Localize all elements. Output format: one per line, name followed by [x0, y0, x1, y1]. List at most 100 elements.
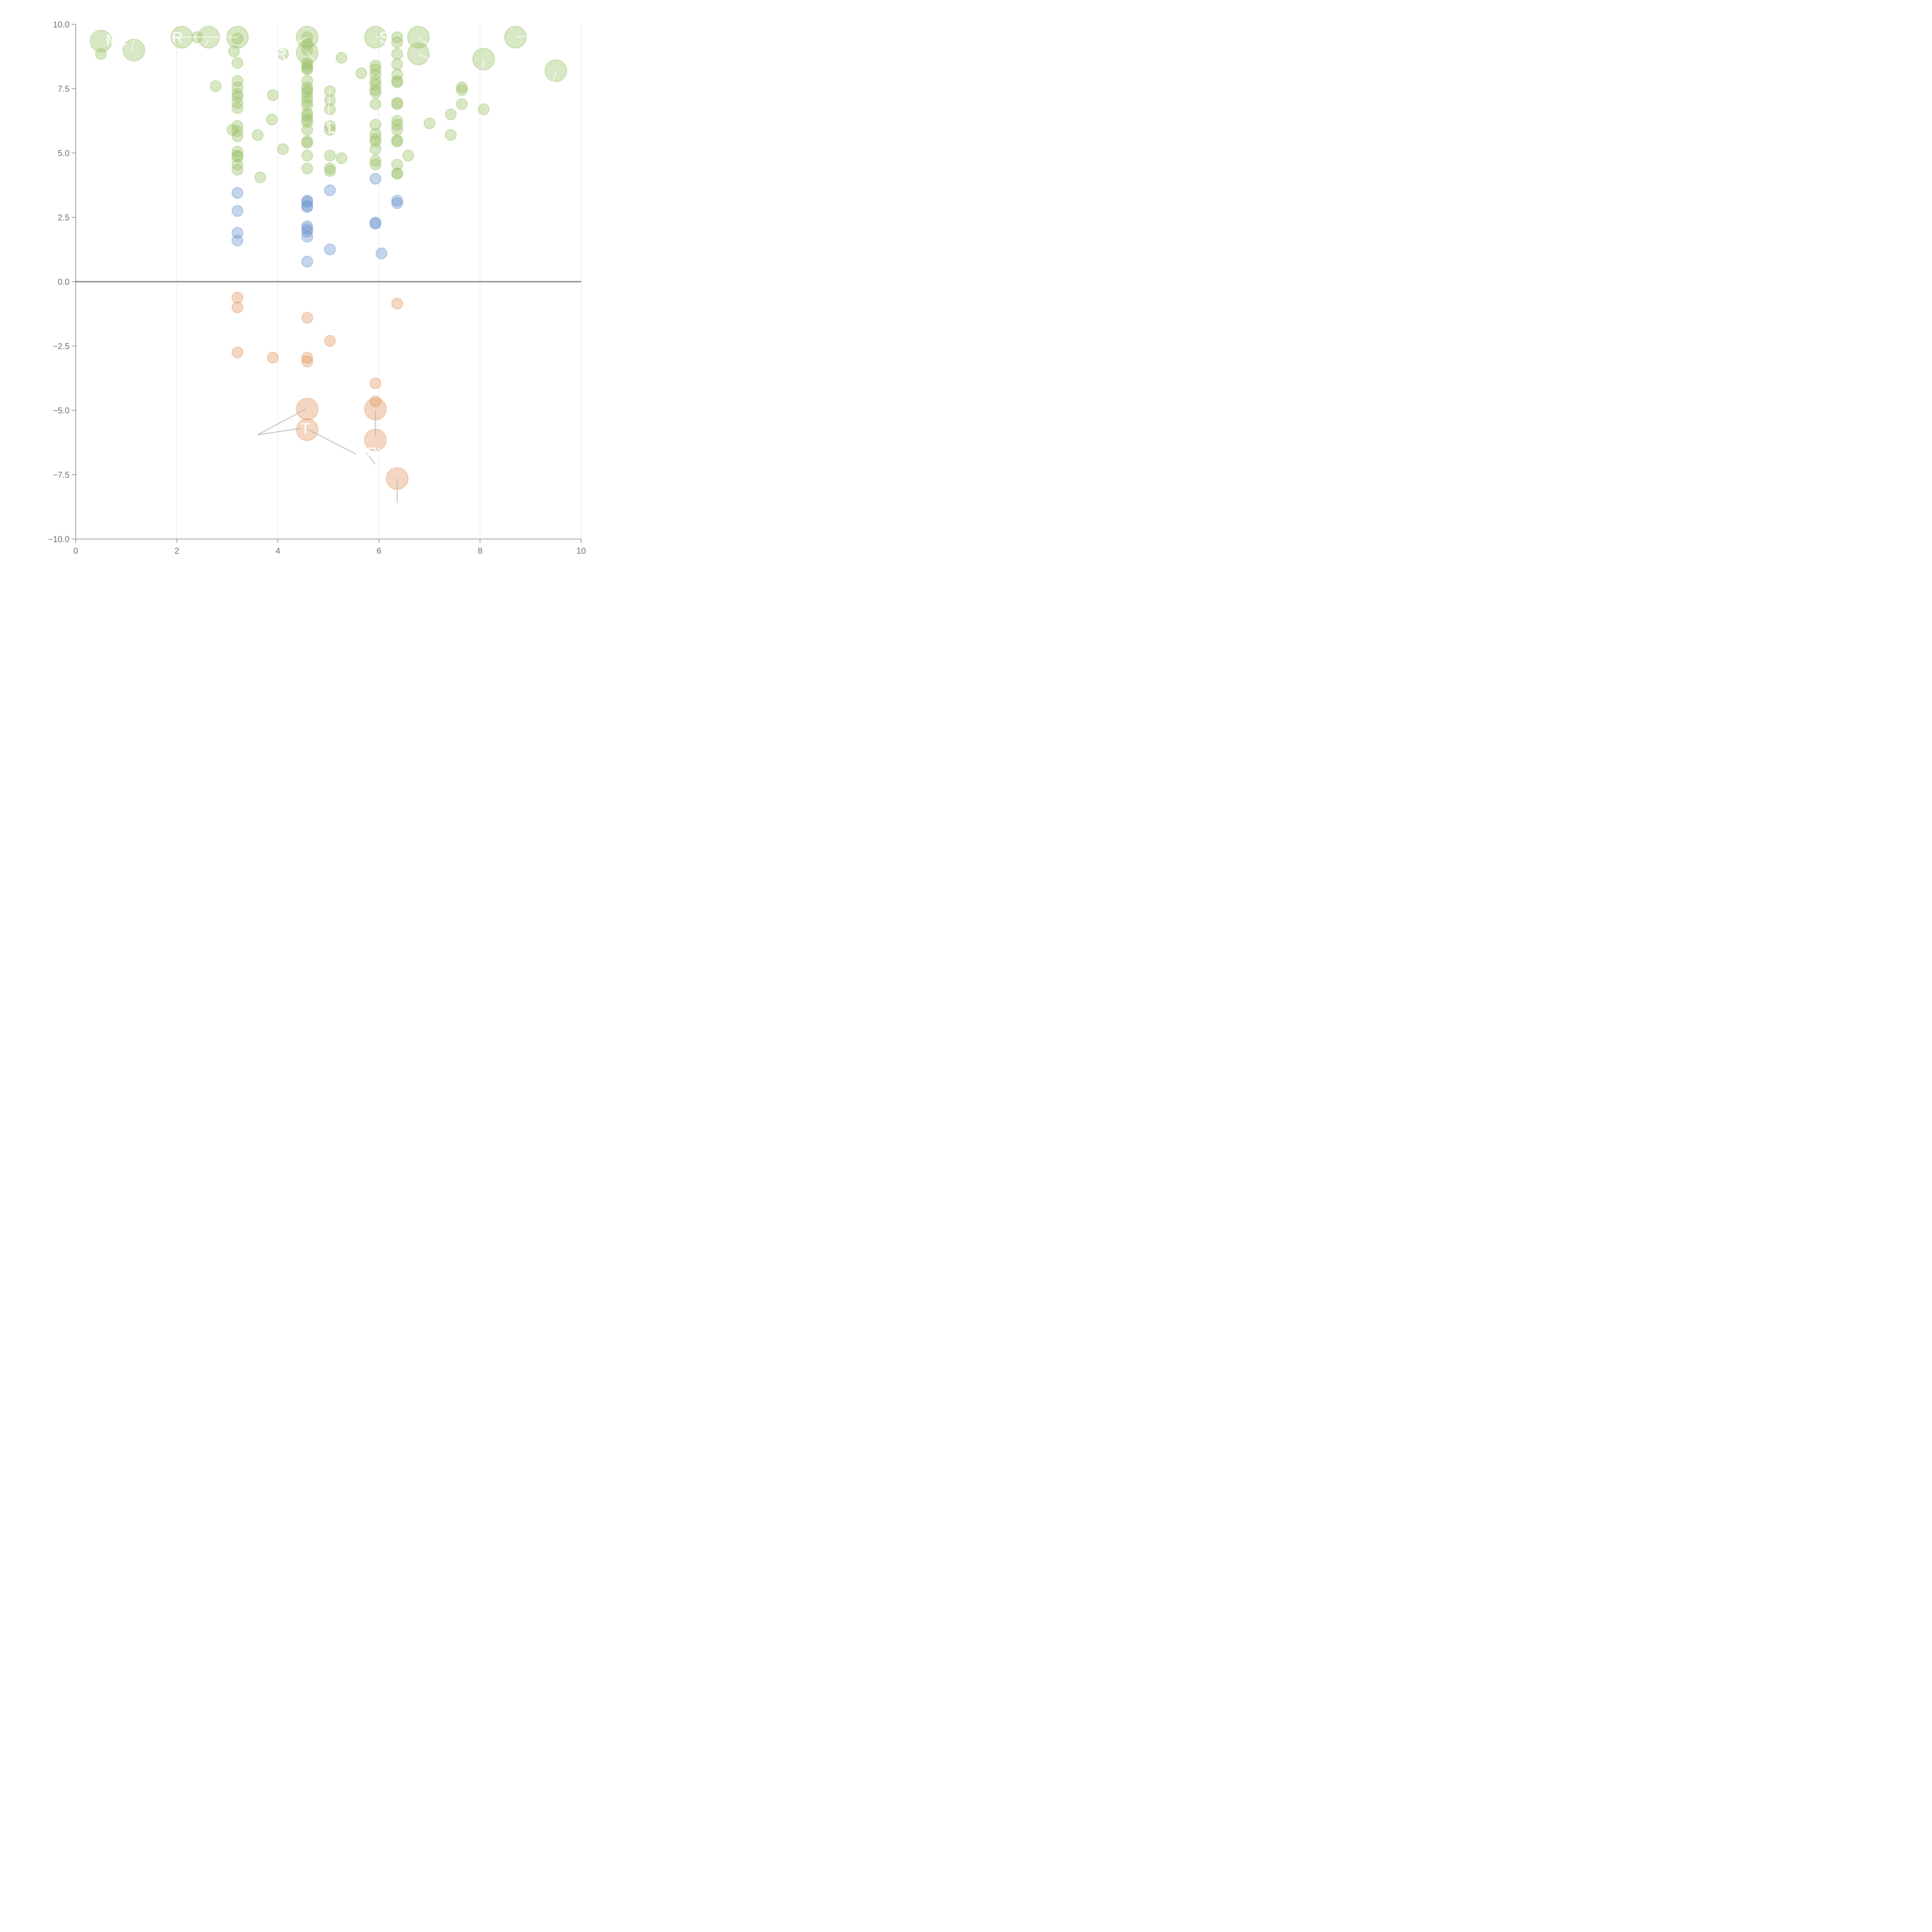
blue-point — [231, 187, 243, 199]
annotation-leader — [275, 37, 308, 54]
green-point — [369, 133, 381, 145]
green-point — [301, 124, 313, 136]
green-point — [301, 162, 313, 174]
green-point — [324, 162, 336, 174]
green-point — [301, 110, 313, 122]
green-point — [122, 39, 145, 61]
green-point — [231, 88, 243, 100]
orange-point — [296, 398, 319, 420]
green-point — [369, 87, 381, 99]
green-point — [445, 129, 457, 141]
annotations: ML R R L S C T RY — [106, 28, 556, 503]
green-point — [336, 152, 348, 164]
blue-point — [301, 201, 313, 213]
green-point — [324, 165, 336, 177]
green-point — [210, 80, 222, 92]
x-tick-label: 2 — [174, 546, 179, 556]
blue-point — [231, 205, 243, 217]
green-point — [231, 102, 243, 114]
annotation-label: S — [379, 29, 389, 46]
annotation-label: RY — [366, 445, 388, 462]
green-point — [391, 115, 403, 127]
green-point — [324, 150, 336, 162]
green-point — [277, 143, 289, 155]
green-point — [254, 172, 266, 184]
green-point — [228, 45, 240, 57]
annotation-leader — [482, 59, 484, 70]
annotation-leader — [307, 52, 314, 61]
y-tick-label: −10.0 — [48, 534, 70, 544]
blue-point — [391, 197, 403, 209]
data-points — [90, 26, 567, 490]
annotation-leader — [257, 408, 306, 435]
green-point — [90, 30, 112, 53]
green-point — [231, 32, 243, 44]
green-point — [391, 98, 403, 110]
green-point — [231, 75, 243, 87]
annotation-label: R — [276, 46, 287, 63]
y-tick-label: −7.5 — [53, 470, 70, 480]
annotation-label: ML — [106, 32, 128, 49]
blue-point — [301, 231, 313, 243]
green-point — [95, 48, 107, 60]
y-tick-label: 10.0 — [53, 20, 70, 29]
annotation-leader — [418, 37, 430, 46]
blue-point — [301, 256, 313, 268]
blue-point — [324, 243, 336, 255]
green-point — [301, 63, 313, 75]
y-tick-label: 2.5 — [58, 213, 70, 223]
green-point — [369, 84, 381, 96]
annotation-leader — [418, 53, 430, 60]
y-tick-label: 7.5 — [58, 84, 70, 94]
green-point — [391, 36, 403, 48]
y-tick-label: 5.0 — [58, 148, 70, 158]
green-point — [478, 103, 490, 115]
green-point — [301, 44, 313, 56]
annotation-leader — [515, 35, 526, 38]
x-tick-label: 10 — [577, 546, 586, 556]
annotation-label: T — [301, 420, 310, 437]
annotation-label: L — [327, 119, 336, 136]
green-point — [369, 68, 381, 80]
green-point — [391, 158, 403, 170]
x-tick-label: 8 — [478, 546, 482, 556]
green-point — [267, 89, 279, 101]
x-tick-label: 6 — [377, 546, 381, 556]
blue-point — [231, 235, 243, 247]
green-point — [369, 98, 381, 110]
green-point — [231, 90, 243, 102]
blue-point — [369, 218, 381, 230]
green-point — [391, 136, 403, 148]
green-point — [336, 52, 348, 64]
green-point — [391, 48, 403, 60]
blue-point — [391, 195, 403, 207]
annotation-leader — [366, 452, 376, 465]
annotation-leader — [204, 39, 209, 47]
annotation-label: R — [172, 29, 183, 46]
green-point — [231, 164, 243, 176]
orange-point — [391, 298, 403, 310]
green-point — [301, 60, 313, 71]
green-point — [369, 143, 381, 155]
green-point — [402, 150, 414, 162]
annotation-leader — [257, 428, 301, 435]
y-tick-label: −2.5 — [53, 342, 70, 351]
green-point — [391, 124, 403, 136]
green-point — [301, 137, 313, 149]
orange-point — [231, 292, 243, 304]
y-tick-label: −5.0 — [53, 406, 70, 415]
green-point — [456, 82, 468, 94]
annotation-leader — [131, 39, 134, 52]
green-point — [355, 67, 367, 79]
annotation-leader — [308, 429, 357, 455]
green-point — [369, 155, 381, 167]
orange-point — [369, 378, 381, 389]
blue-point — [376, 247, 388, 259]
green-point — [301, 107, 313, 119]
x-tick-label: 4 — [276, 546, 280, 556]
green-point — [301, 75, 313, 87]
orange-point — [301, 312, 313, 324]
green-point — [231, 130, 243, 142]
orange-point — [324, 335, 336, 347]
green-point — [369, 75, 381, 87]
